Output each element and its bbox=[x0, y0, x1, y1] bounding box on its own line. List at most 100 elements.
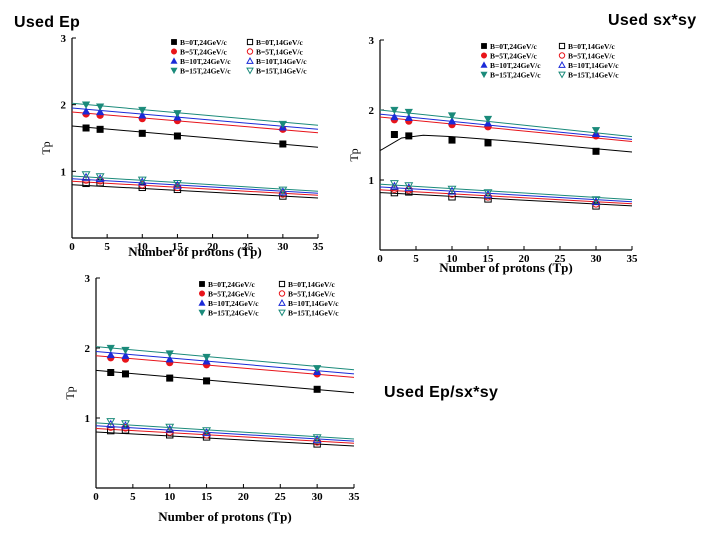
data-point bbox=[165, 354, 174, 363]
data-point bbox=[483, 189, 493, 198]
legend-label: B=10T,14GeV/c bbox=[568, 61, 619, 70]
legend-label: B=10T,14GeV/c bbox=[256, 57, 307, 66]
data-point bbox=[484, 139, 492, 147]
y-tick-label: 1 bbox=[61, 166, 67, 178]
y-axis-label: Tp bbox=[347, 148, 361, 161]
data-point bbox=[591, 127, 601, 135]
legend-label: B=15T,14GeV/c bbox=[568, 70, 619, 79]
legend-label: B=0T,14GeV/c bbox=[568, 42, 616, 51]
y-tick-label: 2 bbox=[85, 343, 91, 355]
data-point bbox=[81, 107, 91, 115]
legend-marker bbox=[558, 52, 566, 59]
data-point bbox=[107, 369, 115, 377]
legend-label: B=5T,14GeV/c bbox=[568, 51, 616, 60]
data-point bbox=[166, 374, 174, 382]
data-point bbox=[313, 385, 321, 393]
data-point bbox=[96, 103, 105, 111]
data-point bbox=[165, 424, 175, 433]
x-tick-label: 15 bbox=[201, 491, 213, 503]
legend-marker bbox=[170, 57, 178, 64]
legend-marker bbox=[278, 309, 286, 317]
legend-label: B=10T,24GeV/c bbox=[208, 299, 259, 308]
data-point bbox=[96, 125, 104, 133]
x-tick-label: 10 bbox=[137, 241, 149, 253]
data-point bbox=[390, 131, 398, 139]
legend-label: B=10T,14GeV/c bbox=[288, 299, 339, 308]
fit-line bbox=[379, 109, 633, 138]
data-point bbox=[121, 421, 130, 430]
data-point bbox=[278, 186, 288, 195]
fit-line bbox=[71, 125, 319, 148]
legend-label: B=10T,24GeV/c bbox=[490, 61, 541, 70]
fit-line bbox=[95, 351, 355, 375]
chart-panel-used-ep: 0 5 10 15 20 25 30 35 1 2 3 Number of protons (Tp) T… bbox=[39, 33, 324, 259]
legend-marker bbox=[278, 280, 286, 288]
legend-marker bbox=[246, 38, 254, 46]
data-point bbox=[404, 113, 413, 121]
data-point bbox=[203, 377, 211, 385]
x-tick-label: 15 bbox=[172, 241, 184, 253]
data-point bbox=[592, 147, 600, 155]
fit-line bbox=[71, 178, 319, 194]
x-tick-label: 5 bbox=[130, 491, 136, 503]
legend-marker bbox=[171, 48, 178, 55]
data-point bbox=[447, 186, 457, 195]
legend-marker bbox=[246, 67, 254, 75]
legend-marker bbox=[278, 290, 286, 297]
fit-line bbox=[95, 425, 355, 442]
data-point bbox=[95, 173, 105, 182]
data-point bbox=[312, 435, 322, 444]
fit-line bbox=[71, 102, 319, 126]
legend-marker bbox=[198, 299, 206, 306]
data-point bbox=[165, 350, 174, 358]
legend-label: B=5T,14GeV/c bbox=[256, 47, 304, 56]
caption-used-ep: Used Ep bbox=[14, 14, 81, 31]
x-tick-label: 20 bbox=[519, 253, 531, 265]
x-tick-label: 5 bbox=[104, 241, 110, 253]
x-axis-label: Number of protons (Tp) bbox=[158, 509, 292, 524]
fit-line bbox=[95, 346, 355, 371]
legend-label: B=0T,24GeV/c bbox=[208, 280, 256, 289]
chart-panel-used-sx-sy: 0 5 10 15 20 25 30 35 1 2 3 Number of protons (Tp) T… bbox=[347, 35, 639, 275]
data-point bbox=[279, 140, 287, 148]
x-tick-label: 30 bbox=[591, 253, 603, 265]
x-tick-label: 35 bbox=[627, 253, 639, 265]
fit-line bbox=[95, 355, 355, 378]
x-tick-label: 30 bbox=[277, 241, 289, 253]
data-point bbox=[404, 108, 413, 117]
data-point bbox=[121, 351, 130, 359]
x-tick-label: 10 bbox=[447, 253, 459, 265]
data-point bbox=[591, 196, 601, 205]
legend-label: B=15T,14GeV/c bbox=[256, 66, 307, 75]
legend-marker bbox=[558, 60, 566, 68]
legend-label: B=5T,14GeV/c bbox=[288, 289, 336, 298]
y-tick-label: 2 bbox=[61, 100, 67, 112]
data-point bbox=[389, 180, 399, 189]
x-tick-label: 10 bbox=[164, 491, 176, 503]
x-tick-label: 20 bbox=[207, 241, 219, 253]
legend-marker bbox=[246, 48, 254, 55]
data-point bbox=[404, 182, 414, 191]
caption-used-sx-sy: Used sx*sy bbox=[608, 12, 697, 29]
fit-line bbox=[379, 192, 633, 207]
y-tick-label: 3 bbox=[85, 273, 91, 285]
legend-label: B=0T,14GeV/c bbox=[256, 38, 304, 47]
x-tick-label: 20 bbox=[238, 491, 250, 503]
data-point bbox=[106, 419, 116, 428]
data-point bbox=[121, 420, 130, 429]
fit-line bbox=[379, 189, 633, 205]
data-point bbox=[202, 427, 212, 436]
x-tick-label: 5 bbox=[413, 253, 419, 265]
data-point bbox=[404, 183, 414, 192]
x-axis-label: Number of protons (Tp) bbox=[128, 244, 262, 259]
y-axis-label: Tp bbox=[39, 141, 53, 154]
fit-line bbox=[71, 184, 319, 199]
legend-marker bbox=[170, 67, 178, 75]
legend-label: B=0T,24GeV/c bbox=[490, 42, 538, 51]
data-point bbox=[390, 106, 399, 115]
x-tick-label: 25 bbox=[555, 253, 567, 265]
data-point bbox=[448, 136, 456, 144]
data-point bbox=[483, 190, 493, 199]
x-tick-label: 35 bbox=[349, 491, 361, 503]
data-point bbox=[106, 418, 116, 427]
